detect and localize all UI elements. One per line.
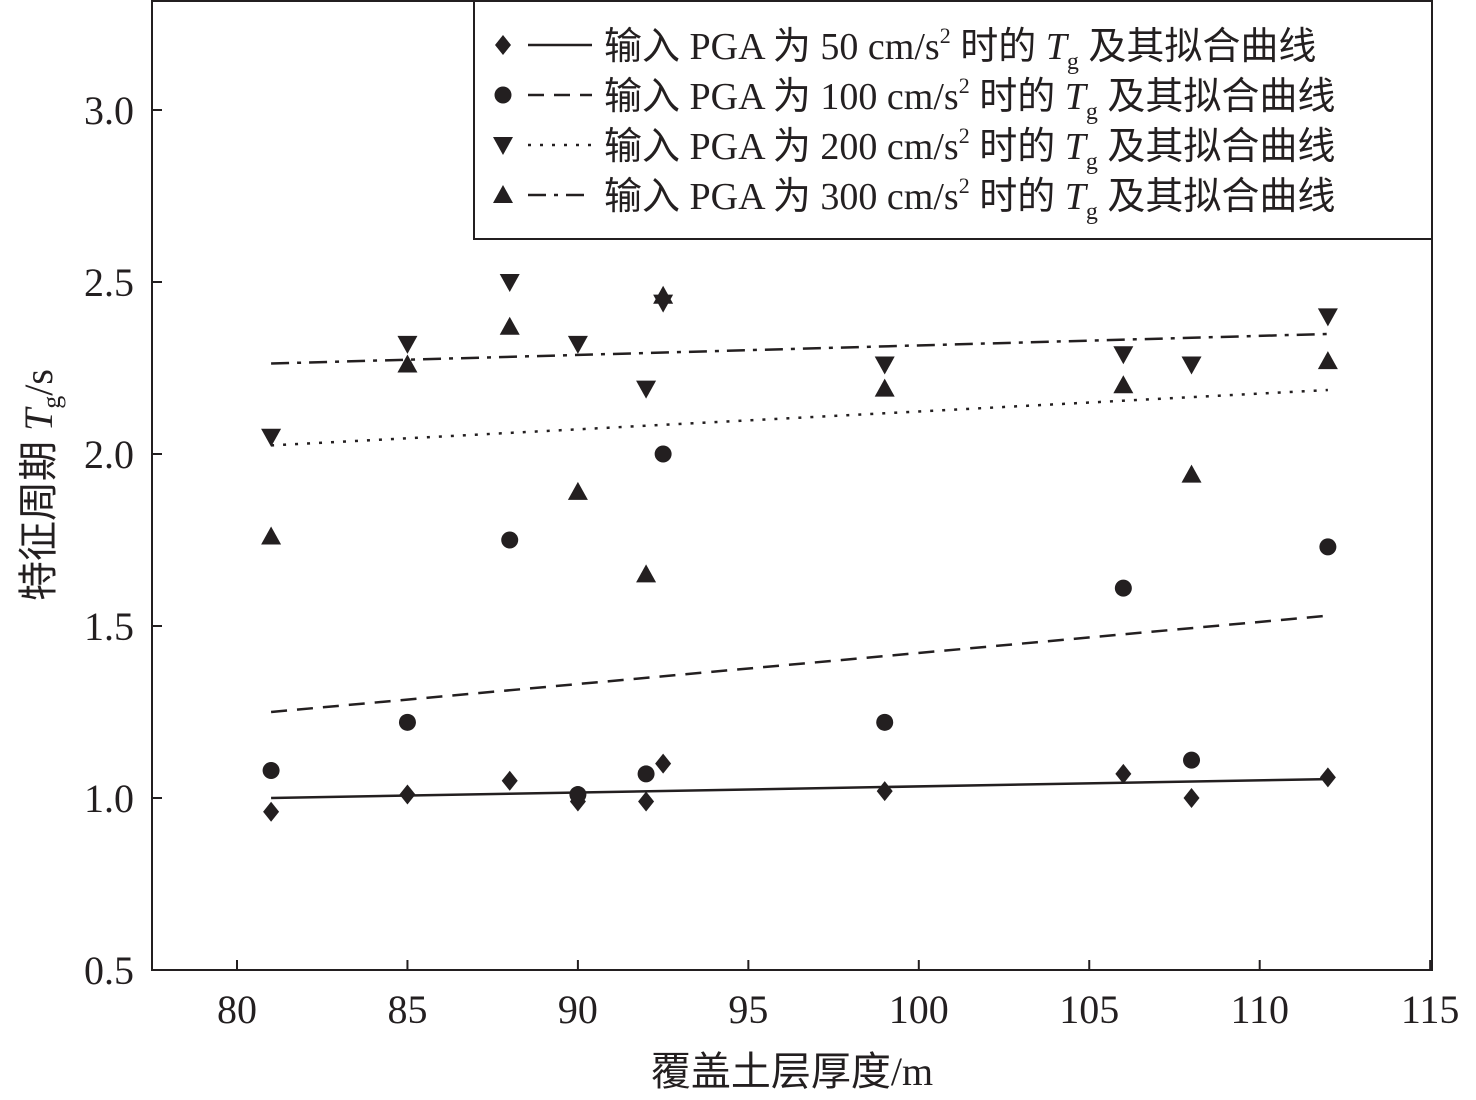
- data-point-circle: [1114, 579, 1132, 597]
- data-point-circle: [398, 713, 416, 731]
- data-point-triangle-down: [1113, 346, 1134, 365]
- y-axis-label: 特征周期 Tg/s: [16, 369, 66, 601]
- legend-text-part: g: [1086, 149, 1098, 175]
- legend-text-part: 输入 PGA 为 300 cm/s: [604, 176, 959, 218]
- x-tick-label: 85: [387, 987, 427, 1032]
- data-point-circle: [1319, 538, 1337, 556]
- data-point-circle: [501, 531, 519, 549]
- data-point-triangle-down: [567, 335, 588, 354]
- data-point-triangle-down: [499, 274, 520, 292]
- data-point-circle: [876, 713, 894, 731]
- y-tick-label: 2.0: [84, 432, 134, 477]
- data-point-triangle-up: [567, 481, 588, 500]
- data-point-diamond: [501, 770, 518, 791]
- data-point-diamond: [1115, 763, 1132, 784]
- legend-entry: 输入 PGA 为 200 cm/s2 时的 Tg 及其拟合曲线: [604, 123, 1335, 175]
- data-point-triangle-up: [499, 316, 520, 335]
- fit-line-diamond: [271, 777, 1328, 800]
- data-point-circle: [637, 765, 655, 783]
- legend-text-part: T: [1046, 26, 1070, 68]
- data-point-triangle-down: [397, 335, 418, 354]
- x-axis-label: 覆盖土层厚度/m: [651, 1049, 933, 1094]
- x-tick-label: 110: [1230, 987, 1289, 1032]
- y-tick-label: 0.5: [84, 948, 134, 993]
- data-point-triangle-up: [261, 526, 282, 545]
- data-point-triangle-up: [1317, 351, 1338, 370]
- x-tick-label: 80: [217, 987, 257, 1032]
- data-point-circle: [1183, 751, 1201, 769]
- legend-text-part: 2: [959, 123, 970, 148]
- legend-text-part: T: [1065, 76, 1089, 118]
- legend-marker-diamond: [495, 35, 511, 55]
- data-point-triangle-up: [397, 354, 418, 373]
- legend-text-part: T: [1065, 176, 1089, 218]
- legend-entry: 输入 PGA 为 300 cm/s2 时的 Tg 及其拟合曲线: [604, 173, 1335, 225]
- data-point-diamond: [638, 791, 655, 812]
- legend-text-part: 输入 PGA 为 50 cm/s: [604, 26, 940, 68]
- data-point-circle: [654, 445, 672, 463]
- data-point-triangle-up: [874, 378, 895, 397]
- data-point-circle: [569, 786, 587, 804]
- data-point-diamond: [399, 784, 416, 805]
- data-point-triangle-up: [1181, 464, 1202, 483]
- data-point-diamond: [876, 781, 893, 802]
- legend-text-part: 及其拟合曲线: [1098, 126, 1336, 168]
- legend-text-part: 时的: [970, 176, 1065, 218]
- legend-text-part: 2: [959, 73, 970, 98]
- legend-text-part: g: [1067, 49, 1079, 75]
- fit-line-circle: [270, 614, 1328, 714]
- fit-line-triangle-up: [271, 332, 1328, 365]
- legend-text-part: 输入 PGA 为 200 cm/s: [604, 126, 959, 168]
- legend-entry: 输入 PGA 为 50 cm/s2 时的 Tg 及其拟合曲线: [604, 23, 1316, 75]
- x-tick-label: 100: [889, 987, 949, 1032]
- legend-entry: 输入 PGA 为 100 cm/s2 时的 Tg 及其拟合曲线: [604, 73, 1335, 125]
- y-tick-label: 1.0: [84, 776, 134, 821]
- data-point-diamond: [1319, 767, 1336, 788]
- legend-text-part: 及其拟合曲线: [1079, 26, 1317, 68]
- legend-text-part: 及其拟合曲线: [1098, 76, 1336, 118]
- legend-marker-triangle-down: [493, 137, 513, 155]
- x-tick-label: 115: [1401, 987, 1460, 1032]
- legend-marker-circle: [494, 86, 512, 104]
- legend-text-part: 时的: [970, 126, 1065, 168]
- x-tick-label: 90: [558, 987, 598, 1032]
- legend-text-part: 输入 PGA 为 100 cm/s: [604, 76, 959, 118]
- legend-text-part: 2: [959, 173, 970, 198]
- data-point-circle: [262, 761, 280, 779]
- legend-box: [473, 0, 1433, 240]
- legend-text-part: 及其拟合曲线: [1098, 176, 1336, 218]
- legend-text-part: 时的: [970, 76, 1065, 118]
- data-point-diamond: [263, 801, 280, 822]
- data-point-triangle-down: [874, 356, 895, 375]
- data-point-triangle-down: [261, 428, 282, 447]
- data-point-triangle-up: [653, 285, 674, 304]
- data-point-triangle-down: [1181, 356, 1202, 375]
- y-tick-label: 1.5: [84, 604, 134, 649]
- x-tick-label: 95: [728, 987, 768, 1032]
- legend-text-part: g: [1086, 99, 1098, 125]
- legend-text-part: 时的: [951, 26, 1046, 68]
- legend-text-part: T: [1065, 126, 1089, 168]
- fit-line-triangle-down: [271, 388, 1328, 447]
- data-point-triangle-up: [1113, 375, 1134, 394]
- data-point-triangle-down: [636, 380, 657, 399]
- data-point-diamond: [1183, 788, 1200, 808]
- y-tick-label: 2.5: [84, 260, 134, 305]
- x-tick-label: 105: [1059, 987, 1119, 1032]
- legend-marker-triangle-up: [493, 185, 513, 203]
- data-point-triangle-down: [1317, 308, 1338, 327]
- y-tick-label: 3.0: [84, 88, 134, 133]
- legend-text-part: g: [1086, 199, 1098, 225]
- data-point-diamond: [655, 753, 672, 774]
- legend-text-part: 2: [940, 23, 951, 48]
- data-point-triangle-up: [636, 564, 657, 583]
